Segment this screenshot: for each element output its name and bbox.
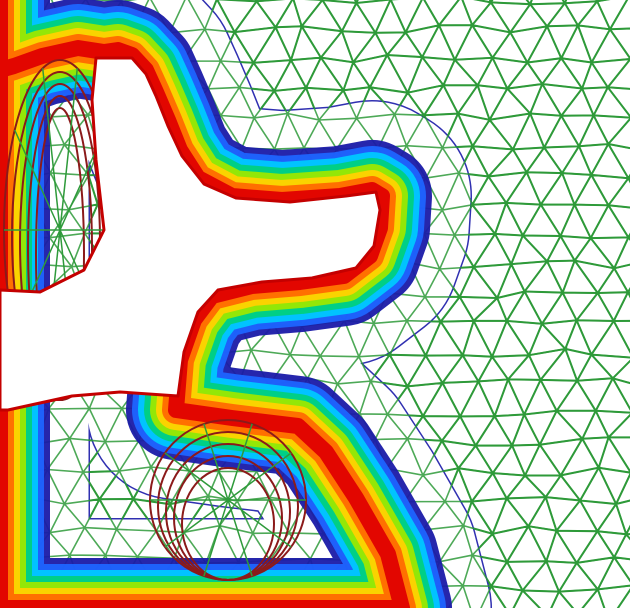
mesh-figure	[0, 0, 630, 608]
mesh-canvas	[0, 0, 630, 608]
